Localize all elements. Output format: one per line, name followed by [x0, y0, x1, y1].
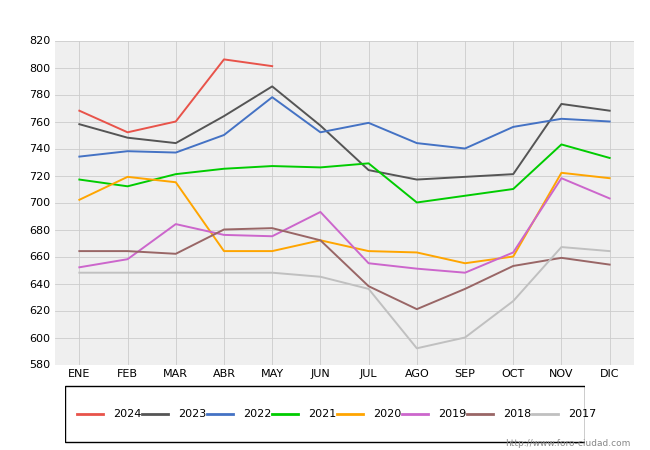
Text: 2022: 2022 — [243, 409, 272, 419]
Text: 2024: 2024 — [113, 409, 142, 419]
Text: 2023: 2023 — [178, 409, 206, 419]
Text: 2021: 2021 — [308, 409, 336, 419]
Text: 2018: 2018 — [503, 409, 531, 419]
Text: 2017: 2017 — [568, 409, 596, 419]
Text: http://www.foro-ciudad.com: http://www.foro-ciudad.com — [505, 439, 630, 448]
Text: 2020: 2020 — [373, 409, 401, 419]
Text: 2019: 2019 — [438, 409, 466, 419]
FancyBboxPatch shape — [65, 386, 585, 442]
Text: Afiliados en Arboleas a 31/5/2024: Afiliados en Arboleas a 31/5/2024 — [185, 11, 465, 29]
